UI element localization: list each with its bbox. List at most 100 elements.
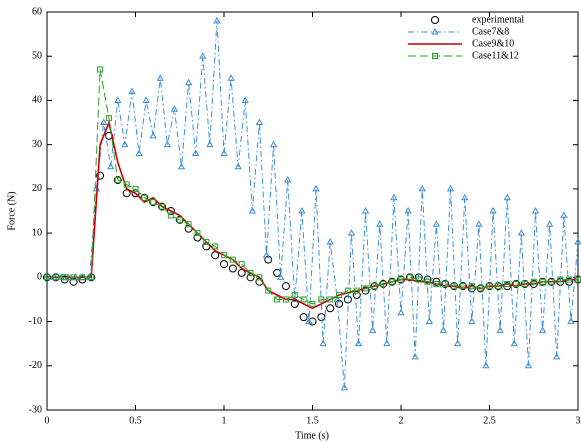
data-point <box>503 193 511 201</box>
data-point <box>142 96 150 103</box>
data-point <box>424 278 431 285</box>
legend-label: Case7&8 <box>472 26 509 37</box>
data-point <box>167 212 174 219</box>
data-point <box>503 282 512 291</box>
data-point <box>453 339 462 347</box>
data-point <box>418 184 426 192</box>
data-point <box>170 105 179 112</box>
data-point <box>269 140 278 148</box>
data-point <box>220 260 228 269</box>
data-point <box>371 283 378 290</box>
data-point <box>432 220 441 227</box>
data-point <box>327 296 334 303</box>
y-axis-label: Force (N) <box>6 191 17 230</box>
data-point <box>369 326 377 333</box>
data-point <box>290 299 299 308</box>
data-point <box>361 286 370 295</box>
data-point <box>308 317 317 326</box>
x-tick-label: 0 <box>45 415 50 426</box>
data-point <box>411 352 419 360</box>
y-tick-label: 10 <box>32 227 42 238</box>
data-point <box>312 184 320 192</box>
data-point <box>482 361 490 369</box>
data-point <box>361 206 370 214</box>
data-point <box>326 237 334 245</box>
x-tick-label: 2 <box>399 415 404 426</box>
data-point <box>213 16 221 24</box>
data-point <box>158 202 167 211</box>
data-point <box>122 189 131 198</box>
data-point <box>212 243 219 250</box>
data-point <box>96 171 105 180</box>
data-point <box>441 279 450 288</box>
data-point <box>176 216 183 223</box>
data-point <box>546 220 554 227</box>
y-tick-label: 0 <box>37 272 42 283</box>
legend-label: experimental <box>472 14 524 25</box>
data-point <box>336 292 343 299</box>
data-point <box>326 304 335 313</box>
data-point <box>548 278 555 285</box>
data-point <box>383 339 391 347</box>
data-point <box>185 221 192 228</box>
data-point <box>256 274 263 281</box>
data-point <box>282 296 289 303</box>
data-point <box>347 229 356 236</box>
data-point <box>248 206 256 214</box>
data-point <box>192 149 200 157</box>
data-point <box>475 220 483 227</box>
data-point <box>446 184 455 192</box>
data-point <box>128 87 136 95</box>
data-point <box>459 283 466 290</box>
data-point <box>340 383 349 391</box>
data-point <box>423 275 432 284</box>
data-point <box>521 280 528 287</box>
data-point <box>388 277 397 286</box>
legend-marker <box>432 53 438 59</box>
data-point <box>442 280 449 287</box>
data-point <box>78 275 87 284</box>
data-point <box>220 149 228 157</box>
data-point <box>567 317 575 325</box>
data-point <box>262 251 271 258</box>
data-point <box>79 274 86 281</box>
data-point <box>390 193 398 201</box>
data-point <box>194 230 201 237</box>
data-point <box>560 211 568 218</box>
data-point <box>404 206 412 214</box>
data-point <box>317 313 326 322</box>
data-point <box>159 203 166 210</box>
data-point <box>553 352 561 360</box>
data-point <box>206 140 214 148</box>
series-line <box>47 119 578 310</box>
data-point <box>496 326 504 333</box>
data-point <box>406 274 413 281</box>
data-point <box>370 282 379 291</box>
data-point <box>238 261 245 268</box>
data-point <box>227 74 235 81</box>
y-tick-label: 40 <box>32 95 42 106</box>
x-tick-label: 0.5 <box>129 415 142 426</box>
x-tick-label: 3 <box>576 415 581 426</box>
data-point <box>247 269 254 276</box>
data-point <box>461 193 469 201</box>
data-point <box>524 361 533 369</box>
data-point <box>531 206 540 214</box>
data-point <box>538 326 547 333</box>
data-point <box>352 291 361 300</box>
data-point <box>376 220 384 227</box>
data-point <box>131 189 140 198</box>
data-point <box>255 118 264 126</box>
data-point <box>166 207 175 215</box>
data-point <box>199 52 207 59</box>
data-point <box>477 285 484 292</box>
data-point <box>44 274 50 281</box>
data-point <box>467 284 476 293</box>
data-point <box>141 194 148 201</box>
series <box>43 16 581 391</box>
data-point <box>241 96 249 103</box>
data-point <box>489 206 497 214</box>
data-point <box>468 317 476 325</box>
data-point <box>211 251 220 260</box>
y-tick-label: 20 <box>32 183 42 194</box>
